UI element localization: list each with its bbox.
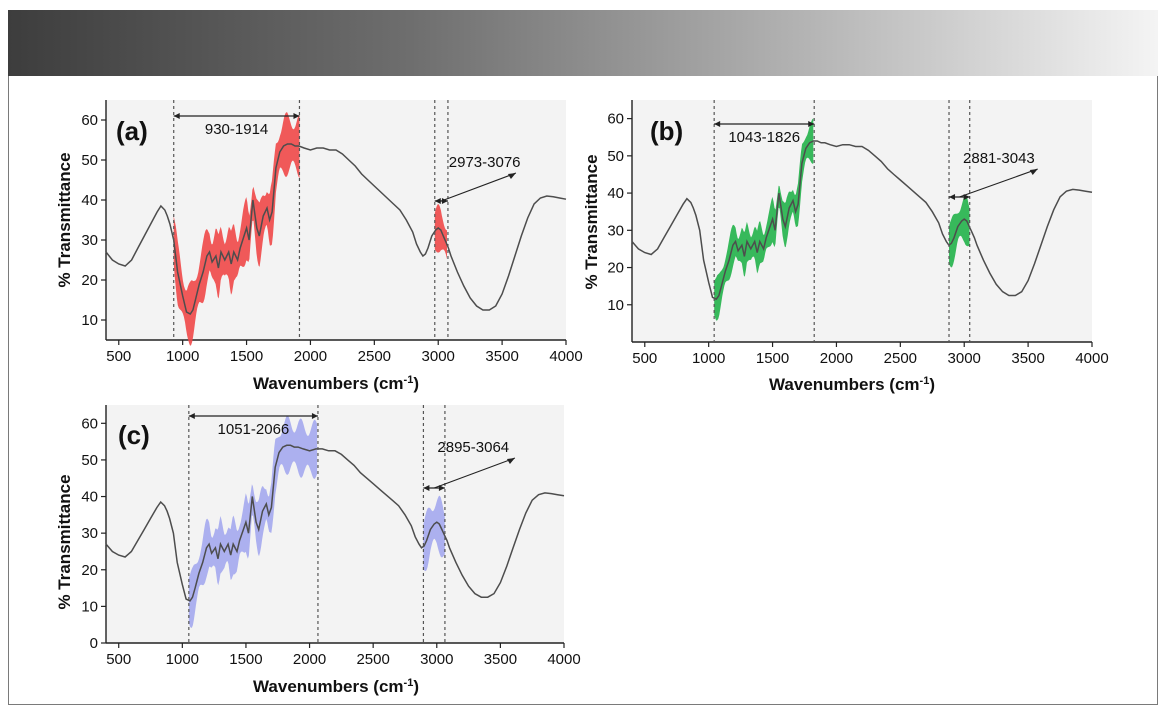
panel-c-y-tick-label: 30 (81, 525, 98, 542)
panel-b-y-tick-label: 60 (607, 111, 624, 128)
panel-b-x-tick-label: 4000 (1075, 350, 1108, 367)
panel-b-uncertainty-band-2 (949, 195, 970, 268)
panel-b-chart: (b) % Transmittance Wavenumbers (cm-1) 5… (582, 100, 1109, 394)
panel-a-y-label: % Transmittance (55, 152, 74, 287)
panel-a-x-tick-label: 1500 (230, 348, 263, 365)
panel-b-x-tick-label: 2500 (884, 350, 917, 367)
panel-b-y-label: % Transmittance (582, 154, 601, 289)
panel-a-label: (a) (116, 116, 148, 146)
panel-a-x-tick-label: 2000 (294, 348, 327, 365)
panel-b-x-tick-label: 500 (632, 350, 657, 367)
panel-b-callout-line (959, 168, 1038, 198)
panel-a-y-tick-label: 40 (81, 192, 98, 209)
panel-b-y-tick-label: 30 (607, 222, 624, 239)
panel-b-y-tick-label: 50 (607, 148, 624, 165)
panel-c-region-label: 2895-3064 (437, 439, 509, 456)
panel-a-region-label: 2973-3076 (449, 154, 521, 171)
panel-a-arrowhead-left (173, 113, 180, 119)
panel-a-uncertainty-band-1 (173, 112, 300, 346)
panel-b-x-tick-label: 1500 (756, 350, 789, 367)
panel-c-chart: (c) % Transmittance Wavenumbers (cm-1) 5… (55, 405, 581, 696)
panel-a-x-tick-label: 2500 (358, 348, 391, 365)
panel-c-x-label: Wavenumbers (cm-1) (253, 677, 419, 696)
panel-c-plot-area (106, 405, 564, 643)
panel-b-y-tick-label: 40 (607, 185, 624, 202)
panel-b-y-tick-label: 20 (607, 260, 624, 277)
panel-a-arrowhead-right (293, 113, 300, 119)
panel-c-label: (c) (118, 420, 150, 450)
panel-a-y-tick-label: 10 (81, 312, 98, 329)
panel-b-arrowhead-left (714, 121, 721, 127)
panel-c-y-tick-label: 0 (90, 635, 98, 652)
panel-c-y-tick-label: 40 (81, 489, 98, 506)
panel-a-y-tick-label: 20 (81, 272, 98, 289)
panel-c-x-tick-label: 2000 (293, 651, 326, 668)
panel-c-uncertainty-band-1 (188, 415, 318, 628)
panel-b-arrowhead-right (963, 194, 970, 200)
panel-b-arrowhead-left (949, 194, 956, 200)
panel-c-y-tick-label: 50 (81, 452, 98, 469)
panel-b-callout-arrowhead (1029, 169, 1038, 175)
panel-a-chart: (a) % Transmittance Wavenumbers (cm-1) 5… (55, 100, 583, 393)
panel-c-y-label: % Transmittance (55, 474, 74, 609)
panel-b-x-tick-label: 1000 (692, 350, 725, 367)
panel-a-x-tick-label: 4000 (549, 348, 582, 365)
panel-c-arrowhead-right (438, 485, 445, 491)
panel-a-callout-line (441, 172, 517, 202)
panel-b-region-label: 1043-1826 (728, 129, 800, 146)
panel-c-callout-line (433, 457, 516, 489)
panel-a-arrowhead-right (441, 198, 448, 204)
panel-a-x-tick-label: 1000 (166, 348, 199, 365)
panel-b-region-label: 2881-3043 (963, 150, 1035, 167)
panel-b-x-tick-label: 3000 (948, 350, 981, 367)
header-band (8, 10, 1158, 76)
panel-b-label: (b) (650, 116, 683, 146)
panel-c-y-tick-label: 60 (81, 415, 98, 432)
panel-c-x-tick-label: 1500 (229, 651, 262, 668)
panel-b-x-tick-label: 3500 (1011, 350, 1044, 367)
panel-a-x-tick-label: 500 (106, 348, 131, 365)
panel-c-x-tick-label: 3500 (484, 651, 517, 668)
panel-c-x-tick-label: 3000 (420, 651, 453, 668)
panel-c-arrowhead-left (188, 413, 195, 419)
panel-a-x-label: Wavenumbers (cm-1) (253, 374, 419, 393)
panel-c-x-tick-label: 2500 (356, 651, 389, 668)
panel-c-arrowhead-left (423, 485, 430, 491)
panel-a-callout-arrowhead (507, 173, 516, 179)
panel-c-y-tick-label: 10 (81, 598, 98, 615)
panel-a-arrowhead-left (434, 198, 441, 204)
panel-a-x-tick-label: 3500 (485, 348, 518, 365)
panel-b-x-tick-label: 2000 (820, 350, 853, 367)
panel-c-x-tick-label: 500 (106, 651, 131, 668)
panel-c-arrowhead-right (311, 413, 318, 419)
panel-a-y-tick-label: 60 (81, 112, 98, 129)
panel-a-y-tick-label: 50 (81, 152, 98, 169)
panel-c-y-tick-label: 20 (81, 562, 98, 579)
panel-c-uncertainty-band-2 (423, 495, 445, 572)
panel-c-x-tick-label: 1000 (166, 651, 199, 668)
panel-b-y-tick-label: 10 (607, 297, 624, 314)
panel-b-arrowhead-right (808, 121, 815, 127)
panel-c-x-tick-label: 4000 (547, 651, 580, 668)
panel-a-y-tick-label: 30 (81, 232, 98, 249)
panel-c-callout-arrowhead (506, 458, 515, 464)
panel-c-region-label: 1051-2066 (218, 421, 290, 438)
panel-a-spectrum-line (105, 143, 567, 315)
panel-b-x-label: Wavenumbers (cm-1) (769, 375, 935, 394)
panel-a-region-label: 930-1914 (205, 121, 268, 138)
panel-b-plot-area (632, 100, 1092, 342)
panel-c-spectrum-line (105, 444, 565, 602)
panel-a-x-tick-label: 3000 (422, 348, 455, 365)
